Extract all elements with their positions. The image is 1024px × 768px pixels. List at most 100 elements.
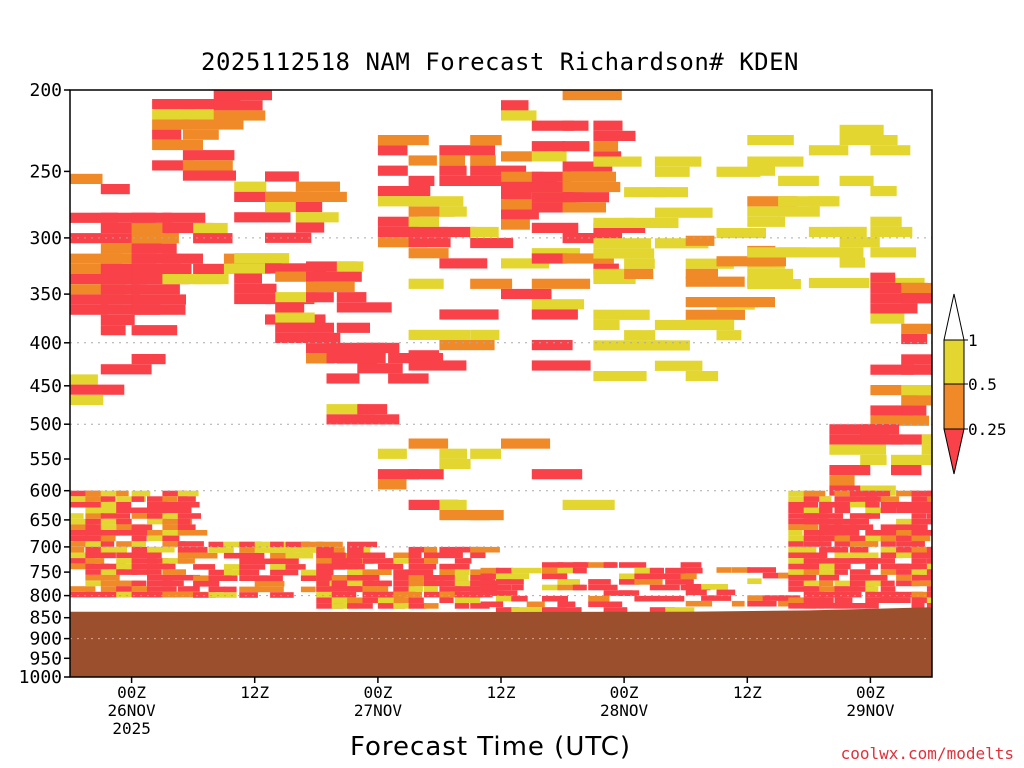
ri-cell — [834, 501, 863, 508]
ri-cell — [193, 564, 216, 570]
x-tick-label: 26NOV — [108, 701, 157, 720]
ri-cell — [803, 597, 834, 603]
ri-cell — [865, 530, 883, 536]
x-tick-label: 28NOV — [600, 701, 649, 720]
ri-cell — [747, 156, 804, 167]
ri-cell — [562, 90, 622, 101]
ri-cell — [131, 325, 178, 336]
ri-cell — [803, 563, 820, 570]
ri-cell — [654, 207, 713, 218]
ri-cell — [865, 541, 879, 547]
ri-cell — [834, 524, 860, 530]
ri-cell — [213, 100, 263, 111]
ri-cell — [270, 564, 301, 570]
ri-cell — [162, 591, 180, 598]
ri-cell — [788, 496, 818, 502]
ri-cell — [377, 558, 396, 564]
ri-cell — [275, 322, 334, 333]
ri-cell — [834, 496, 857, 502]
ri-cell — [300, 547, 320, 553]
ri-cell — [265, 263, 327, 274]
ri-cell — [316, 580, 330, 587]
colorbar-bottom-arrow — [943, 428, 965, 475]
ri-cell — [562, 161, 613, 172]
ri-cell — [896, 574, 912, 581]
ri-cell — [716, 567, 732, 573]
ri-cell — [377, 591, 405, 598]
ri-cell — [849, 603, 871, 609]
ri-cell — [572, 567, 587, 574]
ri-cell — [649, 567, 664, 574]
ri-cell — [593, 268, 626, 279]
ri-cell — [926, 563, 932, 570]
colorbar-legend: 1 0.5 0.25 — [943, 293, 1007, 475]
ri-cell — [131, 304, 186, 315]
ri-cell — [865, 563, 879, 570]
ri-cell — [100, 507, 120, 514]
ri-cell — [223, 552, 243, 559]
ri-cell — [685, 268, 718, 279]
ri-cell — [803, 496, 831, 502]
ri-cell — [880, 501, 908, 508]
ri-cell — [300, 541, 324, 548]
ri-cell — [634, 567, 662, 574]
ri-cell — [834, 541, 855, 547]
ri-cell — [424, 586, 438, 592]
ri-cell — [131, 507, 157, 514]
ri-cell — [306, 343, 335, 354]
ri-cell — [834, 507, 851, 514]
ri-cell — [880, 535, 908, 542]
ri-cell — [439, 580, 469, 587]
ri-cell — [531, 248, 580, 259]
ri-cell — [501, 438, 551, 449]
ri-cell — [849, 580, 871, 587]
ri-cell — [439, 591, 460, 598]
ri-cell — [285, 564, 306, 570]
ri-cell — [316, 603, 344, 609]
ri-cell — [849, 496, 877, 502]
ri-cell — [788, 597, 816, 603]
ri-cell — [803, 518, 829, 525]
ri-cell — [834, 591, 862, 598]
ri-cell — [896, 563, 922, 570]
x-axis-title: Forecast Time (UTC) — [350, 732, 632, 762]
ri-cell — [377, 196, 411, 207]
ri-cell — [454, 546, 482, 553]
ri-cell — [100, 274, 148, 285]
ri-cell — [701, 595, 732, 601]
ri-cell — [480, 584, 512, 591]
ri-cell — [439, 499, 467, 510]
terrain-fill — [70, 607, 932, 677]
ri-cell — [223, 564, 243, 570]
ri-cell — [865, 535, 882, 542]
ri-cell — [470, 155, 496, 166]
ri-cell — [316, 552, 341, 559]
ri-cell — [193, 581, 220, 587]
ri-cell — [439, 563, 470, 570]
ri-cell — [865, 586, 879, 592]
ri-cell — [116, 524, 145, 530]
ri-cell — [480, 567, 500, 574]
ri-cell — [85, 530, 112, 536]
ri-cell — [870, 385, 918, 396]
ri-cell — [357, 342, 400, 353]
y-tick-label: 350 — [29, 284, 62, 305]
ri-cell — [470, 226, 499, 238]
ri-cell — [880, 541, 896, 547]
ri-cell — [778, 206, 820, 217]
ri-cell — [147, 586, 177, 592]
ri-cell — [424, 580, 443, 587]
ri-cell — [336, 302, 392, 313]
ri-cell — [182, 150, 235, 161]
ri-cell — [147, 513, 167, 519]
ri-cell — [70, 496, 93, 502]
ri-cell — [439, 510, 490, 521]
ri-cell — [239, 569, 260, 576]
ri-cell — [896, 541, 925, 547]
ri-cell — [147, 530, 173, 536]
ri-cell — [331, 597, 357, 604]
ri-cell — [147, 574, 178, 581]
y-tick-label: 750 — [29, 562, 62, 583]
colorbar-bin — [943, 383, 965, 430]
ri-cell — [834, 586, 860, 592]
